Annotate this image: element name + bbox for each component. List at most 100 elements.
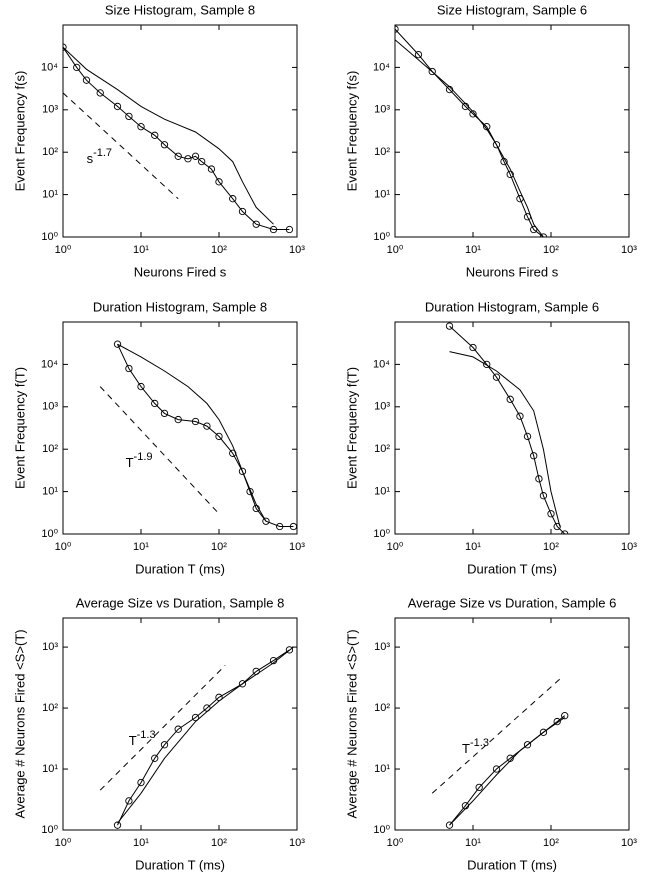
reference-line	[99, 665, 226, 791]
annotation-exponent: -1.3	[470, 737, 489, 749]
data-point	[191, 417, 200, 426]
x-tick-label: 10⁰	[55, 837, 72, 849]
data-line	[63, 46, 274, 225]
plot-area	[63, 43, 294, 234]
data-point	[191, 152, 200, 160]
data-point	[174, 415, 182, 424]
annotation-exponent: -1.9	[134, 451, 153, 463]
y-tick-label: 10⁴	[41, 61, 58, 73]
data-point	[539, 728, 548, 736]
data-point	[547, 510, 555, 518]
data-point	[506, 170, 514, 179]
data-point	[561, 530, 569, 534]
y-axis-label: Event Frequency f(s)	[12, 71, 27, 192]
data-point	[96, 89, 104, 97]
y-tick-label: 10²	[374, 702, 390, 714]
y-tick-label: 10³	[42, 401, 58, 413]
plot-area	[99, 340, 297, 531]
data-point	[445, 821, 454, 829]
data-point	[445, 322, 454, 330]
data-point	[151, 399, 159, 408]
data-line	[449, 717, 565, 826]
x-tick-label: 10²	[211, 244, 227, 256]
data-line	[395, 39, 544, 237]
data-point	[203, 422, 211, 430]
plot-area	[99, 646, 294, 829]
reference-line	[63, 92, 179, 200]
axes-box	[62, 24, 298, 238]
y-tick-label: 10²	[374, 146, 390, 158]
data-point	[215, 432, 223, 441]
data-point	[137, 382, 145, 391]
data-point	[63, 43, 67, 51]
data-point	[553, 522, 561, 531]
data-point	[469, 110, 477, 118]
data-point	[414, 50, 423, 59]
reference-line	[431, 678, 561, 794]
y-axis-label: Event Frequency f(s)	[344, 71, 359, 192]
data-point	[174, 152, 182, 160]
x-tick-label: 10³	[621, 837, 637, 849]
y-axis-label: Average # Neurons Fired <S>(T)	[344, 629, 359, 818]
x-tick-label: 10³	[289, 244, 305, 256]
data-point	[516, 412, 524, 420]
x-tick-label: 10³	[289, 837, 305, 849]
data-point	[269, 225, 278, 234]
chart-title: Average Size vs Duration, Sample 6	[408, 595, 617, 610]
x-tick-label: 10⁰	[387, 541, 404, 553]
x-tick-label: 10²	[543, 244, 559, 256]
chart-title: Average Size vs Duration, Sample 8	[76, 595, 285, 610]
data-point	[125, 112, 133, 121]
y-tick-label: 10⁴	[41, 358, 58, 370]
axes-box	[394, 24, 630, 238]
x-tick-label: 10¹	[133, 541, 149, 553]
y-tick-label: 10⁴	[373, 61, 390, 73]
annotation: T-1.3	[462, 737, 489, 757]
data-line	[117, 649, 290, 826]
data-point	[125, 797, 133, 805]
x-tick-label: 10¹	[133, 837, 149, 849]
annotation-base: T	[126, 456, 134, 471]
data-point	[262, 517, 270, 525]
data-point	[492, 141, 501, 149]
x-tick-label: 10²	[543, 837, 559, 849]
data-point	[238, 467, 247, 476]
y-tick-label: 10⁰	[373, 231, 390, 243]
data-point	[530, 225, 538, 234]
data-point	[82, 76, 91, 84]
data-point	[238, 680, 247, 688]
y-tick-label: 10¹	[42, 763, 58, 775]
data-point	[285, 646, 294, 654]
y-tick-label: 10⁰	[373, 824, 390, 836]
y-tick-label: 10²	[42, 146, 58, 158]
x-tick-label: 10¹	[133, 244, 149, 256]
data-point	[151, 754, 159, 762]
data-point	[475, 783, 483, 792]
data-point	[191, 713, 200, 722]
data-point	[137, 778, 145, 787]
data-line	[449, 715, 566, 826]
data-line	[395, 28, 544, 237]
data-point	[523, 432, 532, 441]
data-point	[113, 821, 122, 829]
data-point	[539, 492, 548, 500]
data-point	[207, 165, 216, 173]
plot-area	[431, 678, 569, 829]
chart-title: Duration Histogram, Sample 8	[93, 299, 267, 314]
y-tick-label: 10⁰	[41, 231, 58, 243]
chart-title: Size Histogram, Sample 6	[437, 2, 587, 17]
x-tick-label: 10³	[621, 541, 637, 553]
data-point	[160, 141, 169, 149]
x-tick-label: 10¹	[465, 244, 481, 256]
x-axis-label: Neurons Fired s	[466, 264, 559, 279]
data-point	[113, 340, 122, 348]
x-tick-label: 10³	[621, 244, 637, 256]
x-tick-label: 10²	[211, 837, 227, 849]
axes-box	[62, 321, 298, 535]
data-line	[117, 646, 294, 824]
y-tick-label: 10²	[374, 443, 390, 455]
data-point	[523, 741, 532, 749]
y-axis-label: Event Frequency f(T)	[12, 367, 27, 489]
y-tick-label: 10³	[42, 641, 58, 653]
annotation-exponent: -1.3	[137, 729, 156, 741]
